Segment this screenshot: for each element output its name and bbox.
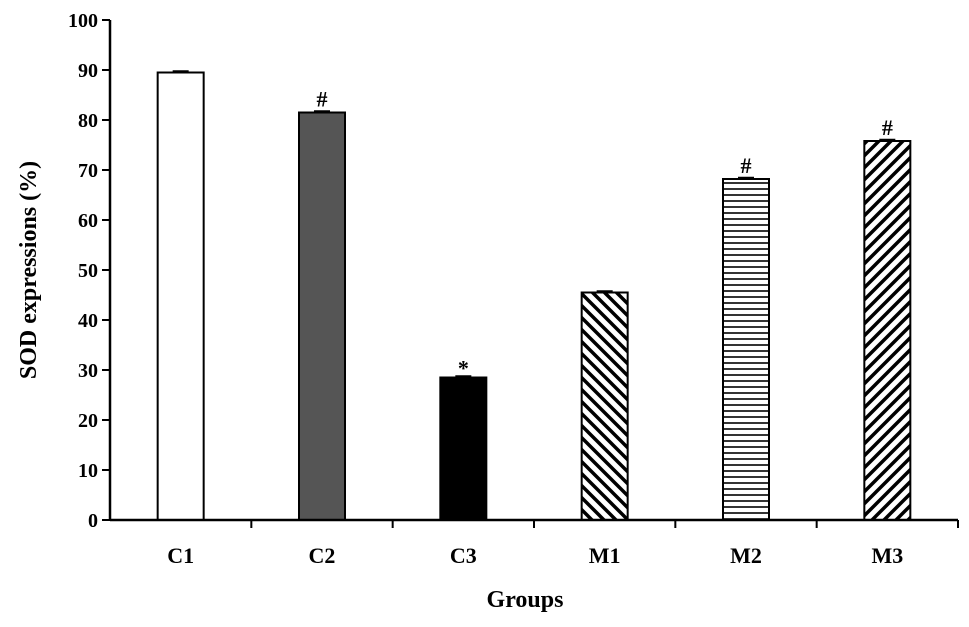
y-tick-label-90: 90 [78,60,98,82]
significance-marker-m2: # [741,153,752,178]
significance-marker-c3: * [458,356,469,381]
x-tick-label-c3: C3 [450,543,477,568]
significance-marker-c2: # [317,87,328,112]
x-tick-label-c2: C2 [309,543,336,568]
x-tick-label-c1: C1 [167,543,194,568]
x-axis-title: Groups [487,587,564,613]
bar-c2 [298,111,346,521]
x-tick-label-m1: M1 [589,543,621,568]
y-tick-label-70: 70 [78,160,98,182]
x-tick-label-m3: M3 [871,543,903,568]
y-tick-label-50: 50 [78,260,98,282]
bar-m3 [863,140,912,521]
bar-m2 [722,178,770,521]
x-axis-tick-labels: C1 C2 C3 M1 M2 M3 [167,520,959,568]
y-axis-ticks: 0 10 20 30 40 50 60 70 80 90 100 [68,10,110,532]
significance-marker-m3: # [882,115,893,140]
y-tick-label-100: 100 [68,10,98,32]
y-tick-label-30: 30 [78,360,98,382]
y-tick-label-80: 80 [78,110,98,132]
y-axis-title: SOD expressions (%) [16,161,42,379]
bar-m1 [580,291,629,521]
bar-c1 [156,71,205,521]
bars-group: # * # # [156,70,912,521]
x-tick-label-m2: M2 [730,543,762,568]
y-tick-label-60: 60 [78,210,98,232]
y-tick-label-10: 10 [78,460,98,482]
y-tick-label-20: 20 [78,410,98,432]
y-tick-label-40: 40 [78,310,98,332]
y-tick-label-0: 0 [88,510,98,532]
bar-c3 [439,376,488,521]
